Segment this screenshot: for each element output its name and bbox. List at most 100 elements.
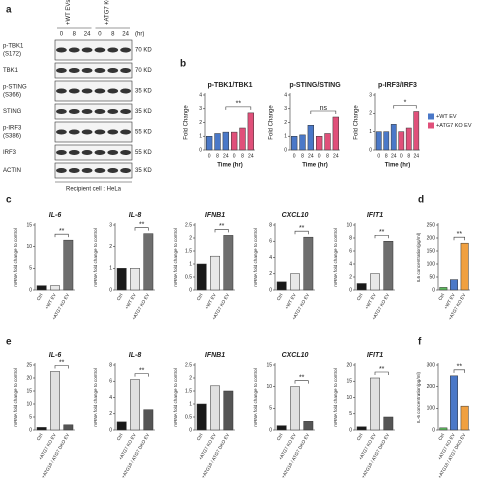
y-axis-label: mRNA fold change to control: [333, 228, 338, 286]
bar: [36, 427, 47, 431]
blot-strip: [54, 144, 133, 161]
y-tick-label: 5: [349, 411, 352, 417]
sig-label: **: [139, 367, 145, 374]
bar: [116, 421, 127, 431]
bar: [63, 239, 74, 291]
blot-time: 8: [111, 32, 115, 38]
x-tick-label: Ctrl: [356, 293, 364, 302]
bar: [324, 133, 331, 151]
x-tick-label: Ctrl: [356, 433, 364, 442]
y-tick-label: 1.5: [185, 388, 192, 394]
chart-title: IL-8: [129, 212, 142, 219]
band: [120, 88, 131, 94]
sig-label: ns: [320, 105, 328, 112]
y-tick-label: 4: [349, 261, 352, 267]
bar: [247, 112, 255, 151]
y-tick-label: 3: [284, 106, 287, 112]
blot-time: 0: [60, 32, 64, 38]
band: [107, 129, 119, 135]
chart-title: CXCL10: [282, 212, 309, 219]
sig-bracket: [134, 227, 149, 231]
sig-label: *: [404, 99, 407, 106]
band: [68, 68, 80, 73]
bar: [223, 235, 234, 291]
x-tick-label: Ctrl: [116, 293, 124, 302]
bar: [36, 285, 47, 291]
x-tick-label: Ctrl: [276, 293, 284, 302]
x-tick-label: Ctrl: [36, 433, 44, 442]
x-tick-label: +WT EV: [44, 292, 57, 310]
y-tick-label: 0: [269, 287, 272, 293]
blot-row-label: TBK1: [3, 68, 19, 74]
bar: [460, 405, 469, 431]
band: [107, 150, 119, 155]
y-tick-label: 0: [29, 427, 32, 433]
sig-label: **: [299, 375, 305, 382]
y-tick-label: 0: [432, 427, 435, 433]
y-tick-label: 10: [26, 401, 32, 407]
y-tick-label: 3: [199, 106, 202, 112]
sig-bracket: [54, 233, 69, 238]
band: [94, 150, 106, 155]
blot-row-label: p-IRF3: [3, 126, 22, 132]
bar: [63, 424, 74, 431]
axes: [204, 93, 255, 151]
band: [120, 68, 131, 73]
blot-row-site: (S386): [3, 134, 21, 140]
y-tick-label: 1.5: [185, 248, 192, 254]
x-tick-label: 24: [223, 153, 229, 159]
blot-strip: [54, 162, 133, 179]
sig-bracket: [214, 229, 229, 233]
blot-group: +ATG7 KO EVs: [104, 0, 110, 25]
y-tick-label: 10: [26, 244, 32, 250]
y-tick-label: 25: [26, 362, 32, 368]
bar: [370, 377, 380, 431]
bar: [223, 390, 234, 431]
band: [56, 150, 67, 155]
bar: [356, 283, 367, 291]
y-axis-label: mRNA fold change to control: [173, 368, 178, 426]
chart-title: IL-8: [129, 352, 142, 359]
chart-title: IL-6: [49, 352, 62, 359]
y-tick-label: 15: [266, 362, 272, 368]
y-tick-label: 1: [369, 129, 372, 135]
bar: [383, 131, 390, 151]
sig-bracket: [393, 105, 417, 109]
y-tick-label: 1: [189, 401, 192, 407]
chart-title: CXCL10: [282, 352, 309, 359]
blot-strip: [54, 80, 133, 102]
x-tick-label: +WT EV: [284, 292, 297, 310]
y-tick-label: 4: [284, 92, 287, 98]
band: [81, 68, 93, 73]
y-tick-label: 0: [189, 287, 192, 293]
y-tick-label: 5: [29, 414, 32, 420]
band: [107, 88, 119, 94]
y-tick-label: 2: [284, 120, 287, 126]
band: [120, 109, 131, 114]
x-tick-label: Ctrl: [437, 433, 445, 442]
y-tick-label: 0: [109, 287, 112, 293]
y-tick-label: 3: [369, 92, 372, 98]
blot-size: 35 KD: [135, 89, 152, 95]
bar: [370, 273, 380, 291]
y-tick-label: 10: [266, 384, 272, 390]
y-tick-label: 2.5: [185, 362, 192, 368]
y-tick-label: 2: [349, 274, 352, 280]
x-tick-label: Ctrl: [276, 433, 284, 442]
bar: [276, 425, 287, 431]
bar: [196, 403, 207, 431]
y-tick-label: 8: [269, 222, 272, 228]
x-tick-label: 8: [301, 153, 304, 159]
x-tick-label: 24: [308, 153, 314, 159]
y-tick-label: 0: [109, 427, 112, 433]
bar: [383, 416, 394, 431]
band: [81, 168, 93, 173]
bar: [307, 125, 314, 151]
bar: [405, 127, 412, 151]
y-tick-label: 2: [189, 375, 192, 381]
legend-label: +ATG7 KO EV: [436, 123, 472, 129]
sig-bracket: [453, 369, 465, 373]
x-axis-label: Time (hr): [217, 163, 243, 169]
panel-label: b: [180, 59, 186, 70]
